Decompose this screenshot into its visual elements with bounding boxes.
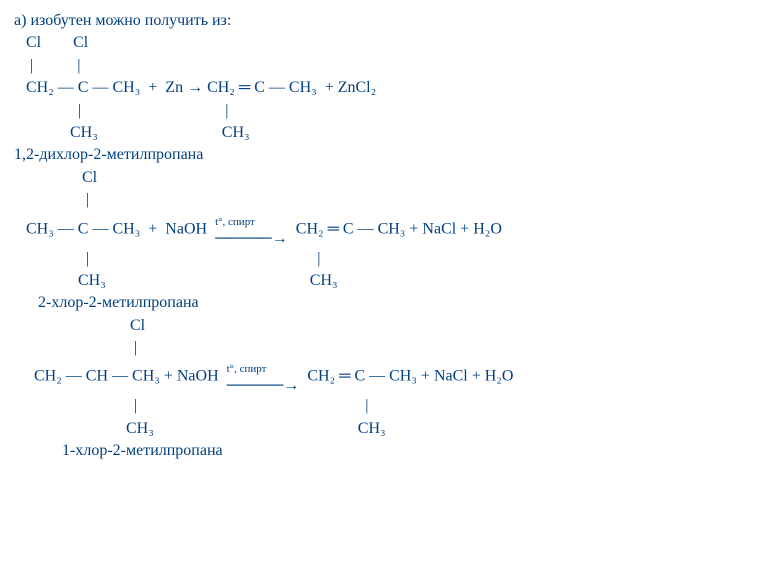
r3-right: CH₂ ═ C — CH₃ + NaCl + H₂O bbox=[299, 368, 513, 385]
r2-ch3-row: CH₃ CH₃ bbox=[14, 270, 762, 292]
r2-cl-row: Cl bbox=[14, 167, 762, 189]
r3-bond-row: | bbox=[14, 337, 762, 359]
r3-arrow: t°, спирт─────→ bbox=[227, 359, 300, 395]
r3-bond2-row: | | bbox=[14, 395, 762, 417]
r2-bond-row: | bbox=[14, 189, 762, 211]
r2-bond2-row: | | bbox=[14, 248, 762, 270]
r2-left: CH₃ — C — CH₃ + NaOH bbox=[14, 220, 215, 237]
r3-cond: t°, спирт bbox=[227, 363, 267, 375]
section-label: a) bbox=[14, 12, 26, 29]
r1-bond-row: | | bbox=[14, 55, 762, 77]
r3-cl-row: Cl bbox=[14, 315, 762, 337]
r3-name: 1-хлор-2-метилпропана bbox=[14, 440, 762, 462]
r1-main-row: CH₂ — C — CH₃ + Zn → CH₂ ═ C — CH₃ + ZnC… bbox=[14, 77, 762, 99]
r3-ch3-row: CH₃ CH₃ bbox=[14, 418, 762, 440]
r2-name: 2-хлор-2-метилпропана bbox=[14, 292, 762, 314]
r2-cond: t°, спирт bbox=[215, 216, 255, 228]
r1-ch3-row: CH₃ CH₃ bbox=[14, 122, 762, 144]
r3-main-row: CH₂ — CH — CH₃ + NaOH t°, спирт─────→ CH… bbox=[14, 359, 762, 395]
intro-line: a) изобутен можно получить из: bbox=[14, 10, 762, 32]
r2-arrow: t°, спирт─────→ bbox=[215, 212, 288, 248]
r2-right: CH₂ ═ C — CH₃ + NaCl + H₂O bbox=[288, 220, 502, 237]
r2-main-row: CH₃ — C — CH₃ + NaOH t°, спирт─────→ CH₂… bbox=[14, 212, 762, 248]
intro-text: изобутен можно получить из: bbox=[30, 12, 231, 29]
r1-bond2-row: | | bbox=[14, 100, 762, 122]
r1-cl-row: Cl Cl bbox=[14, 32, 762, 54]
r3-left: CH₂ — CH — CH₃ + NaOH bbox=[14, 368, 227, 385]
r1-name: 1,2-дихлор-2-метилпропана bbox=[14, 144, 762, 166]
